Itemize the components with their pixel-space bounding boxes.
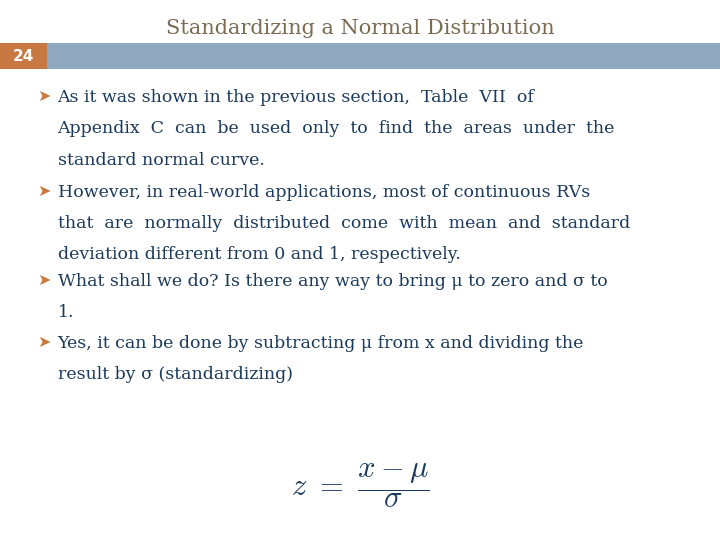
Text: ➤: ➤ [37, 335, 50, 350]
Text: ➤: ➤ [37, 273, 50, 288]
Text: standard normal curve.: standard normal curve. [58, 152, 264, 168]
Text: Appendix  C  can  be  used  only  to  find  the  areas  under  the: Appendix C can be used only to find the … [58, 120, 615, 137]
Text: Yes, it can be done by subtracting μ from x and dividing the: Yes, it can be done by subtracting μ fro… [58, 335, 584, 352]
Text: $\mathit{z}\ =\ \dfrac{\mathit{x} - \mathit{\mu}}{\mathit{\sigma}}$: $\mathit{z}\ =\ \dfrac{\mathit{x} - \mat… [291, 462, 429, 510]
Text: ➤: ➤ [37, 184, 50, 199]
Text: 24: 24 [13, 49, 34, 64]
Text: However, in real-world applications, most of continuous RVs: However, in real-world applications, mos… [58, 184, 590, 200]
Text: deviation different from 0 and 1, respectively.: deviation different from 0 and 1, respec… [58, 246, 461, 263]
Text: What shall we do? Is there any way to bring μ to zero and σ to: What shall we do? Is there any way to br… [58, 273, 608, 289]
Text: Standardizing a Normal Distribution: Standardizing a Normal Distribution [166, 19, 554, 38]
Text: that  are  normally  distributed  come  with  mean  and  standard: that are normally distributed come with … [58, 215, 630, 232]
Text: 1.: 1. [58, 304, 74, 321]
Bar [0, 43, 720, 69]
Bar [0, 43, 47, 69]
Text: As it was shown in the previous section,  Table  VII  of: As it was shown in the previous section,… [58, 89, 534, 106]
Text: ➤: ➤ [37, 89, 50, 104]
Text: result by σ (standardizing): result by σ (standardizing) [58, 366, 292, 383]
